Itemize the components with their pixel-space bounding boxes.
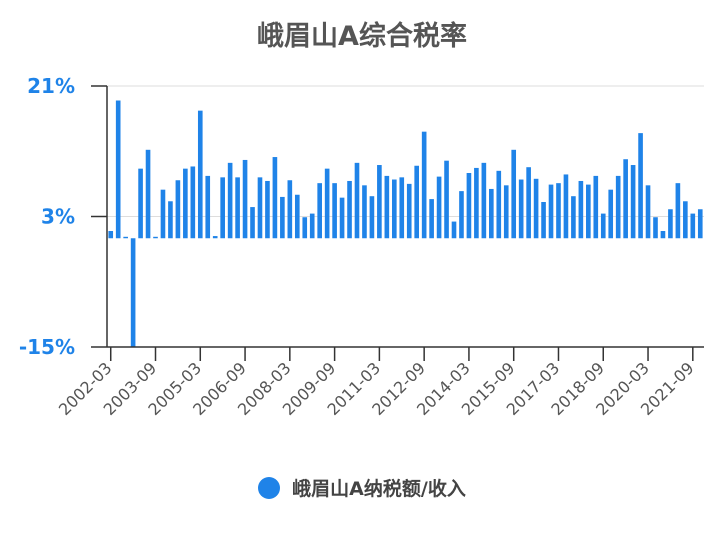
bar[interactable]: [302, 217, 308, 239]
bar[interactable]: [518, 179, 524, 239]
bar[interactable]: [265, 180, 270, 239]
bar[interactable]: [220, 177, 225, 239]
bar[interactable]: [541, 202, 546, 239]
bar[interactable]: [242, 159, 248, 239]
bar[interactable]: [317, 183, 322, 239]
bar[interactable]: [586, 184, 591, 239]
y-tick-label: 3%: [41, 205, 75, 229]
bar[interactable]: [638, 133, 643, 239]
bar[interactable]: [115, 100, 121, 239]
bar[interactable]: [526, 167, 531, 239]
bar[interactable]: [615, 175, 621, 239]
bar[interactable]: [466, 173, 472, 239]
bar[interactable]: [190, 166, 196, 239]
bar[interactable]: [123, 236, 128, 239]
bar[interactable]: [339, 197, 345, 239]
bar[interactable]: [496, 170, 502, 239]
bar[interactable]: [160, 189, 166, 239]
bar[interactable]: [138, 168, 143, 239]
bar[interactable]: [108, 231, 114, 239]
bar[interactable]: [391, 179, 397, 239]
bar[interactable]: [563, 174, 569, 239]
bar[interactable]: [697, 209, 703, 239]
bar[interactable]: [533, 178, 539, 239]
bar[interactable]: [593, 175, 599, 239]
bar[interactable]: [369, 196, 375, 239]
grid-lines: [107, 85, 704, 217]
bar[interactable]: [250, 207, 255, 239]
x-tick-labels: 2002-032003-092005-032006-092008-032009-…: [55, 358, 698, 419]
y-tick-label: 21%: [27, 74, 75, 98]
bar[interactable]: [511, 149, 517, 239]
bar[interactable]: [444, 160, 449, 239]
bar[interactable]: [294, 194, 300, 239]
bar[interactable]: [489, 188, 494, 239]
bar[interactable]: [556, 183, 561, 239]
legend[interactable]: 峨眉山A纳税额/收入: [0, 474, 724, 501]
bar[interactable]: [354, 162, 360, 239]
bars: [108, 100, 703, 347]
bar[interactable]: [436, 176, 442, 239]
bar[interactable]: [384, 175, 390, 239]
bar[interactable]: [153, 236, 158, 239]
bar[interactable]: [406, 183, 412, 239]
bar[interactable]: [571, 196, 576, 239]
bar[interactable]: [421, 131, 427, 239]
bar[interactable]: [347, 180, 352, 239]
bar[interactable]: [205, 175, 211, 239]
bar[interactable]: [451, 221, 457, 239]
bar[interactable]: [324, 168, 330, 239]
bar[interactable]: [474, 167, 479, 239]
bar[interactable]: [145, 149, 151, 239]
bar[interactable]: [668, 209, 673, 239]
bar[interactable]: [608, 189, 614, 239]
bar[interactable]: [660, 231, 666, 239]
y-tick-labels: 21% 3% -15%: [19, 74, 75, 359]
bar[interactable]: [548, 184, 554, 239]
bar[interactable]: [257, 177, 263, 239]
bar[interactable]: [578, 180, 584, 239]
bar[interactable]: [414, 165, 420, 239]
bar[interactable]: [175, 180, 181, 239]
bar[interactable]: [503, 185, 509, 239]
bar[interactable]: [690, 213, 696, 239]
legend-swatch: [258, 476, 281, 499]
bar[interactable]: [399, 177, 405, 239]
bar[interactable]: [459, 191, 464, 239]
bar[interactable]: [429, 199, 434, 239]
bar[interactable]: [623, 159, 628, 239]
bar[interactable]: [309, 213, 315, 239]
bar[interactable]: [645, 185, 651, 239]
bar[interactable]: [653, 217, 658, 239]
bar[interactable]: [168, 201, 173, 239]
bar[interactable]: [481, 162, 487, 239]
bar[interactable]: [287, 180, 293, 239]
bar[interactable]: [683, 201, 688, 239]
chart-title: 峨眉山A综合税率: [257, 21, 467, 52]
bar[interactable]: [280, 196, 285, 239]
bar[interactable]: [235, 177, 240, 239]
bar[interactable]: [362, 185, 367, 239]
axes: [91, 85, 704, 361]
y-tick-label: -15%: [19, 335, 75, 359]
bar[interactable]: [675, 183, 681, 239]
bar[interactable]: [377, 165, 382, 239]
bar[interactable]: [197, 110, 203, 239]
bar[interactable]: [630, 165, 636, 239]
bar[interactable]: [227, 162, 233, 239]
bar[interactable]: [183, 168, 188, 239]
bar[interactable]: [272, 157, 278, 239]
bar[interactable]: [130, 238, 136, 347]
bar[interactable]: [600, 213, 606, 239]
bar[interactable]: [212, 236, 218, 239]
legend-label: 峨眉山A纳税额/收入: [292, 478, 466, 500]
bar[interactable]: [332, 183, 337, 239]
